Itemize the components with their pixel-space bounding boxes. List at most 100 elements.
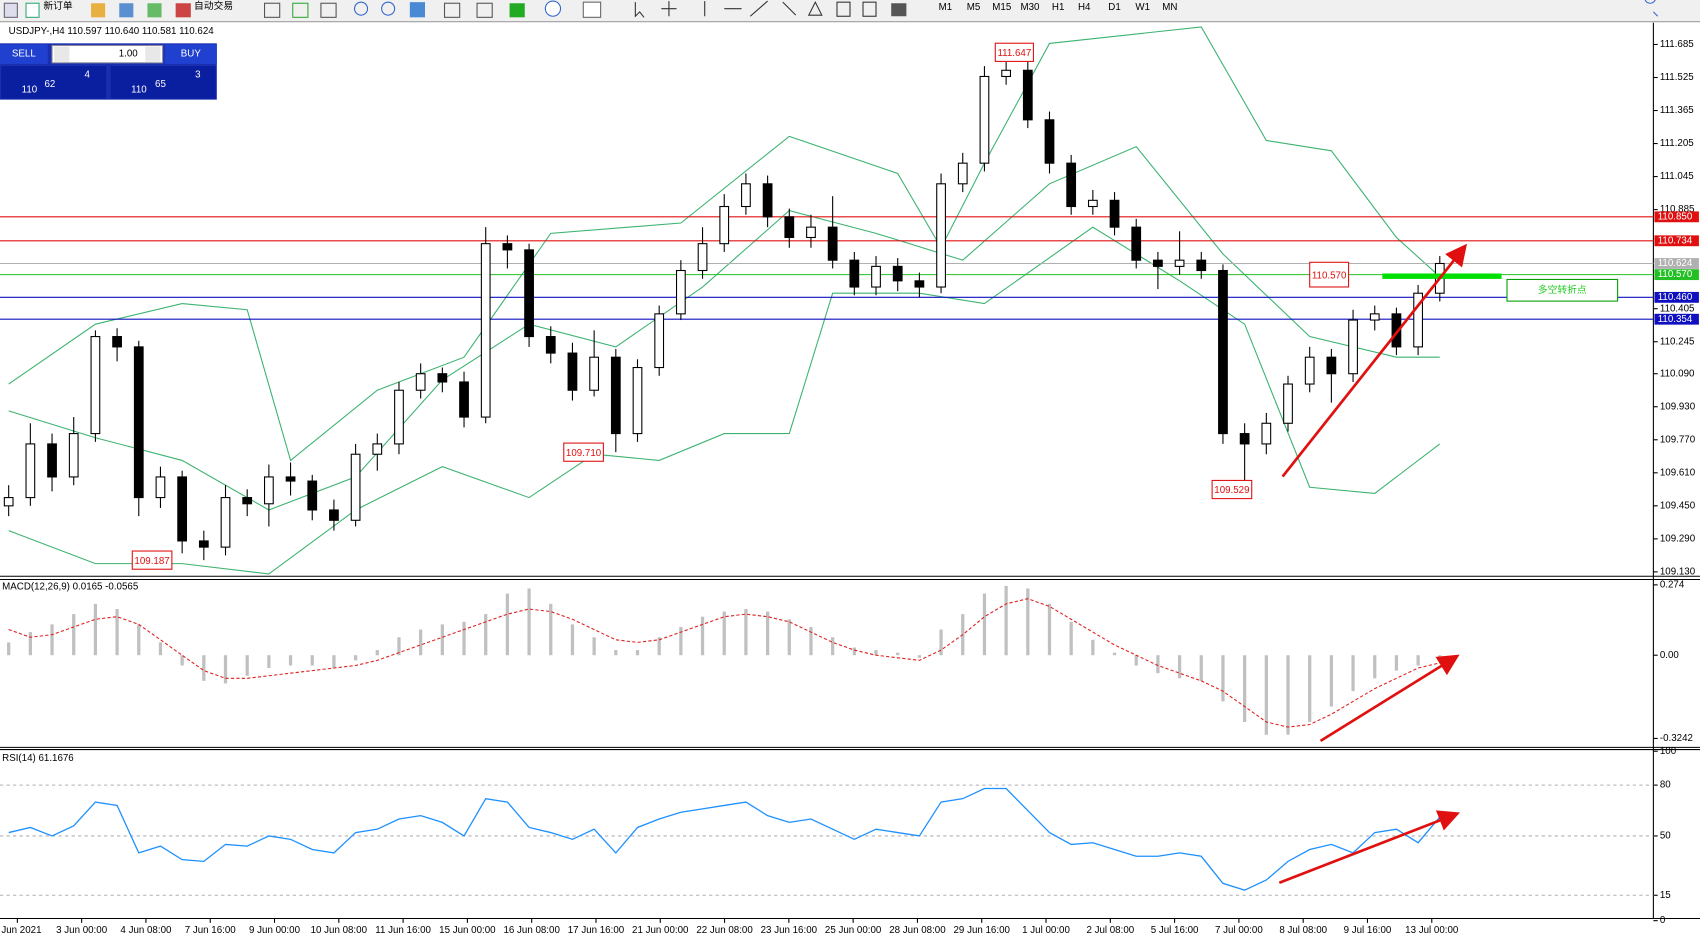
arrow-tool[interactable] [891, 3, 907, 17]
cursor-tool[interactable] [634, 2, 645, 18]
candle-body [849, 259, 860, 288]
search-icon[interactable] [1644, 0, 1659, 17]
sell-button[interactable] [0, 44, 48, 64]
price-annotation: 109.529 [1214, 485, 1249, 496]
sell-label[interactable]: SELL [12, 49, 36, 60]
trendline-tool[interactable] [749, 0, 768, 17]
icon[interactable] [3, 2, 18, 18]
icon[interactable] [119, 3, 134, 18]
candle-body [1391, 313, 1402, 348]
time-label: 10 Jun 08:00 [311, 925, 368, 936]
icon[interactable] [263, 2, 281, 18]
candle-body [307, 480, 318, 511]
candle-body [1283, 383, 1293, 424]
timeframe-button[interactable]: H4 [1078, 2, 1091, 13]
time-label: 8 Jul 08:00 [1279, 925, 1327, 936]
fibo-tool[interactable] [782, 1, 797, 16]
zoom-out[interactable] [381, 1, 396, 16]
new-order-button[interactable]: 新订单 [43, 0, 73, 12]
auto-trading-icon[interactable] [175, 3, 191, 18]
y-tick-label: 109.290 [1660, 533, 1696, 544]
candle-body [263, 476, 274, 505]
y-tick-label: 110.090 [1660, 368, 1695, 379]
icon[interactable] [320, 2, 337, 18]
icon[interactable] [582, 1, 602, 18]
price-annotation-box [994, 42, 1034, 62]
candle-body [1153, 259, 1163, 267]
time-label: 7 Jun 16:00 [185, 925, 237, 936]
time-label: 9 Jun 00:00 [249, 925, 301, 936]
icon[interactable] [509, 3, 525, 18]
new-order-icon[interactable] [25, 2, 40, 18]
candle-body [567, 352, 578, 391]
ask-big[interactable]: 110 [131, 84, 147, 95]
label-tool[interactable] [862, 1, 877, 17]
lot-value[interactable]: 1.00 [119, 49, 139, 60]
ask-box[interactable] [110, 66, 216, 99]
y-tick-label: 109.130 [1660, 566, 1696, 577]
icon[interactable] [409, 2, 425, 18]
text-tool[interactable] [836, 1, 851, 17]
price-annotation-box [1211, 479, 1253, 500]
time-label: 29 Jun 16:00 [954, 925, 1011, 936]
candle-body [329, 509, 339, 521]
macd-pane: 0.274 0.00 -0.3242 [7, 579, 1693, 744]
price-annotation-box [563, 442, 604, 462]
price-annotation: 111.647 [997, 48, 1031, 59]
channel-tool[interactable] [807, 0, 823, 16]
trade-panel: SELL 1.00 BUY 110 62 4 110 65 3 [0, 43, 217, 100]
buy-label[interactable]: BUY [181, 49, 202, 60]
timeframe-button[interactable]: M15 [992, 2, 1012, 13]
timeframe-button[interactable]: M1 [939, 2, 953, 13]
icon[interactable] [91, 3, 106, 18]
candle-body [545, 336, 556, 354]
timeframe-bar: M1 M5 M15 M30 H1 H4 D1 W1 MN [939, 2, 1178, 13]
bollinger-band [8, 145, 1440, 511]
timeframe-button[interactable]: M30 [1020, 2, 1040, 13]
icon[interactable] [476, 2, 493, 18]
icon[interactable] [292, 2, 309, 18]
candle-body [654, 313, 665, 369]
timeframe-button[interactable]: D1 [1108, 2, 1120, 13]
lot-down[interactable] [54, 46, 70, 62]
zoom-in[interactable] [353, 1, 369, 16]
lot-input[interactable] [51, 44, 164, 64]
candle-body [675, 269, 686, 315]
lot-up[interactable] [145, 46, 161, 62]
candle-body [1066, 162, 1077, 208]
macd-title: MACD(12,26,9) 0.0165 -0.0565 [2, 582, 139, 593]
icon[interactable] [544, 0, 562, 17]
candle-body [1001, 69, 1012, 78]
icon[interactable] [443, 2, 461, 18]
chart-title: USDJPY-,H4 110.597 110.640 110.581 110.6… [9, 26, 215, 37]
price-annotation: 109.187 [134, 556, 169, 567]
crosshair-tool[interactable] [661, 1, 677, 17]
time-label: 23 Jun 16:00 [761, 925, 818, 936]
bid-big[interactable]: 110 [22, 84, 38, 95]
candle-body [784, 216, 795, 239]
price-annotation: 109.710 [566, 448, 602, 459]
icon[interactable] [147, 3, 162, 18]
time-label: 3 Jun 00:00 [56, 925, 108, 936]
candle-body [502, 243, 513, 251]
price-label: 110.850 [1658, 211, 1693, 222]
timeframe-button[interactable]: MN [1162, 2, 1177, 13]
timeframe-button[interactable]: W1 [1135, 2, 1150, 13]
timeframe-button[interactable]: H1 [1052, 2, 1064, 13]
bid-pips[interactable]: 62 [44, 79, 55, 90]
candle-body [1304, 356, 1315, 385]
buy-button[interactable] [164, 44, 217, 64]
candle-body [112, 336, 122, 348]
candle-body [632, 366, 643, 435]
price-label-bg [1654, 313, 1699, 325]
ask-point[interactable]: 3 [195, 69, 200, 80]
y-tick-label: 109.450 [1660, 500, 1696, 511]
y-tick-label: 110.885 [1660, 204, 1695, 215]
auto-trading-button[interactable]: 自动交易 [194, 0, 233, 12]
candle-body [1109, 199, 1120, 228]
candle-body [1087, 199, 1098, 208]
bid-box[interactable] [1, 66, 107, 99]
ask-pips[interactable]: 65 [155, 79, 166, 90]
timeframe-button[interactable]: M5 [967, 2, 981, 13]
bid-point[interactable]: 4 [85, 69, 91, 80]
